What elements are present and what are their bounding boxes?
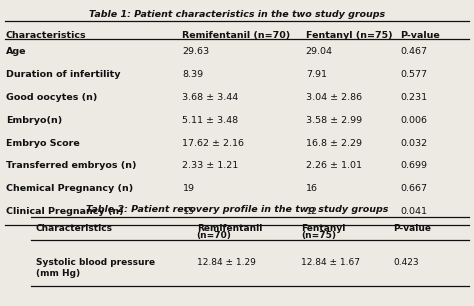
Text: 0.699: 0.699: [401, 162, 428, 170]
Text: (n=75): (n=75): [301, 231, 336, 240]
Text: 0.667: 0.667: [401, 184, 428, 193]
Text: Systolic blood pressure
(mm Hg): Systolic blood pressure (mm Hg): [36, 258, 155, 278]
Text: 12.84 ± 1.67: 12.84 ± 1.67: [301, 258, 360, 267]
Text: 8.39: 8.39: [182, 70, 204, 79]
Text: 0.231: 0.231: [401, 93, 428, 102]
Text: Clinical Pregnancy (n): Clinical Pregnancy (n): [6, 207, 123, 216]
Text: Characteristics: Characteristics: [6, 31, 86, 39]
Text: 16.8 ± 2.29: 16.8 ± 2.29: [306, 139, 362, 147]
Text: Transferred embryos (n): Transferred embryos (n): [6, 162, 136, 170]
Text: 17.62 ± 2.16: 17.62 ± 2.16: [182, 139, 245, 147]
Text: 0.032: 0.032: [401, 139, 428, 147]
Text: 7.91: 7.91: [306, 70, 327, 79]
Text: P-value: P-value: [401, 31, 440, 39]
Text: 5.11 ± 3.48: 5.11 ± 3.48: [182, 116, 238, 125]
Text: (n=70): (n=70): [197, 231, 232, 240]
Text: 2.33 ± 1.21: 2.33 ± 1.21: [182, 162, 239, 170]
Text: Duration of infertility: Duration of infertility: [6, 70, 120, 79]
Text: Fentanyl (n=75): Fentanyl (n=75): [306, 31, 392, 39]
Text: 29.63: 29.63: [182, 47, 210, 56]
Text: 3.58 ± 2.99: 3.58 ± 2.99: [306, 116, 362, 125]
Text: Embryo(n): Embryo(n): [6, 116, 62, 125]
Text: Chemical Pregnancy (n): Chemical Pregnancy (n): [6, 184, 133, 193]
Text: 0.041: 0.041: [401, 207, 428, 216]
Text: 3.68 ± 3.44: 3.68 ± 3.44: [182, 93, 239, 102]
Text: Characteristics: Characteristics: [36, 224, 112, 233]
Text: Age: Age: [6, 47, 26, 56]
Text: Fentanyl: Fentanyl: [301, 224, 346, 233]
Text: 2.26 ± 1.01: 2.26 ± 1.01: [306, 162, 362, 170]
Text: Embryo Score: Embryo Score: [6, 139, 80, 147]
Text: Remifentanil: Remifentanil: [197, 224, 262, 233]
Text: Table 1: Patient characteristics in the two study groups: Table 1: Patient characteristics in the …: [89, 10, 385, 19]
Text: 0.577: 0.577: [401, 70, 428, 79]
Text: 0.467: 0.467: [401, 47, 428, 56]
Text: 16: 16: [306, 184, 318, 193]
Text: 29.04: 29.04: [306, 47, 333, 56]
Text: Table 2: Patient recovery profile in the two study groups: Table 2: Patient recovery profile in the…: [86, 205, 388, 214]
Text: Remifentanil (n=70): Remifentanil (n=70): [182, 31, 291, 39]
Text: 12: 12: [306, 207, 318, 216]
Text: 12.84 ± 1.29: 12.84 ± 1.29: [197, 258, 255, 267]
Text: 19: 19: [182, 184, 194, 193]
Text: 0.006: 0.006: [401, 116, 428, 125]
Text: 3.04 ± 2.86: 3.04 ± 2.86: [306, 93, 362, 102]
Text: 15: 15: [182, 207, 194, 216]
Text: 0.423: 0.423: [393, 258, 419, 267]
Text: Good oocytes (n): Good oocytes (n): [6, 93, 97, 102]
Text: P-value: P-value: [393, 224, 431, 233]
